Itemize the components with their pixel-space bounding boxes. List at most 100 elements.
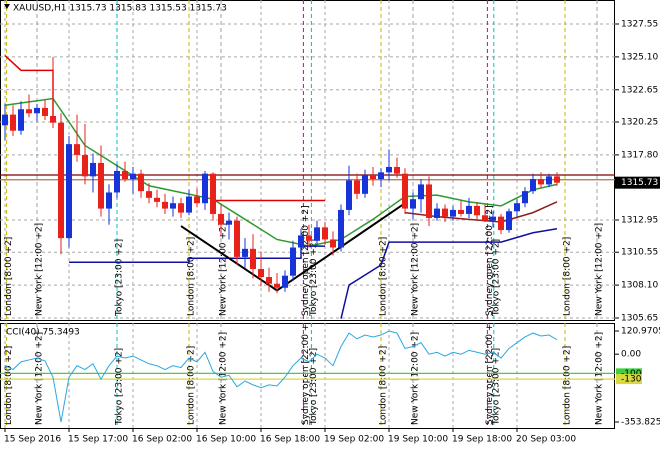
- session-label: New York [12:00 +2]: [35, 223, 45, 316]
- candle-body: [298, 235, 304, 248]
- candle-body: [450, 209, 456, 217]
- candle-body: [34, 107, 40, 114]
- candle-body: [322, 227, 328, 240]
- candle-body: [538, 179, 544, 185]
- main-layer: London [8:00 +2] New York [12:00 +2] Tokyo…: [0, 0, 615, 320]
- candle-body: [362, 175, 368, 194]
- session-label: New York [12:00 +2]: [411, 332, 421, 425]
- session-label: New York [12:00 +2]: [219, 223, 229, 316]
- candle-body: [410, 199, 416, 209]
- candle-body: [466, 205, 472, 214]
- candle-body: [338, 209, 344, 248]
- indicator-line: [4, 330, 558, 423]
- candle-body: [282, 275, 288, 288]
- candle-body: [250, 248, 256, 269]
- candle-body: [514, 203, 520, 212]
- candle-body: [146, 191, 152, 198]
- candle-body: [114, 170, 120, 193]
- candle-body: [394, 166, 400, 174]
- session-label: Tokyo [23:00 +2]: [309, 348, 319, 426]
- candle-body: [490, 216, 496, 221]
- y-tick-label: -353.8257: [621, 418, 660, 428]
- candle-body: [290, 247, 296, 276]
- last-price-label: 1315.73: [621, 178, 658, 188]
- main-pane: [0, 0, 615, 321]
- candle-body: [242, 248, 248, 257]
- candle-body: [178, 203, 184, 213]
- candle-body: [90, 162, 96, 177]
- session-label: Tokyo [23:00 +2]: [115, 239, 125, 317]
- candle-body: [98, 162, 104, 209]
- session-label: London [8:00 +2]: [4, 346, 14, 425]
- y-tick-label: 0.00: [621, 350, 641, 360]
- candle-body: [234, 220, 240, 257]
- y-tick-label: 1322.65: [621, 85, 658, 95]
- level-label: -100: [621, 369, 642, 379]
- candle-body: [202, 173, 208, 204]
- candle-body: [2, 114, 8, 126]
- candle-body: [26, 109, 32, 114]
- candle-body: [170, 203, 176, 209]
- y-tick-label: 1312.95: [621, 215, 658, 225]
- session-label: New York [12:00 +2]: [219, 332, 229, 425]
- candle-body: [426, 184, 432, 218]
- y-tick-label: 120.9705: [621, 326, 660, 336]
- session-label: Sydney open [22:00 +2]: [301, 314, 311, 425]
- candle-body: [154, 197, 160, 202]
- x-tick-label: 16 Sep 18:00: [260, 435, 320, 445]
- x-tick-label: 19 Sep 02:00: [324, 435, 384, 445]
- session-label: London [8:00 +2]: [379, 237, 389, 316]
- candle-body: [218, 213, 224, 225]
- candle-body: [74, 144, 80, 155]
- candle-body: [482, 215, 488, 221]
- x-tick-label: 15 Sep 17:00: [68, 435, 128, 445]
- candle-body: [442, 208, 448, 217]
- session-label: London [8:00 +2]: [379, 346, 389, 425]
- candle-body: [434, 208, 440, 218]
- candle-body: [314, 227, 320, 241]
- level-label-box: [616, 368, 642, 379]
- candle-body: [10, 114, 16, 131]
- candle-body: [122, 170, 128, 180]
- session-label: Tokyo [23:00 +2]: [491, 239, 501, 317]
- candle-body: [274, 283, 280, 288]
- candle-body: [346, 180, 352, 210]
- y-tick-label: 1308.10: [621, 281, 658, 291]
- level-label-box: [616, 374, 642, 385]
- chart-title: XAUUSD,H1 1315.73 1315.83 1315.53 1315.7…: [13, 4, 227, 14]
- candle-body: [82, 154, 88, 177]
- candle-body: [554, 176, 560, 183]
- candle-body: [226, 220, 232, 225]
- y-tick-label: 1310.55: [621, 248, 658, 258]
- candle-body: [138, 173, 144, 192]
- x-tick-label: 16 Sep 10:00: [196, 435, 256, 445]
- session-label: Tokyo [23:00 +2]: [491, 348, 501, 426]
- axes-layer: 15 Sep 2016 15 Sep 17:00 16 Sep 02:00 16 Se…: [4, 20, 660, 445]
- x-tick-label: 16 Sep 02:00: [132, 435, 192, 445]
- candle-body: [258, 268, 264, 278]
- y-tick-label: 1317.80: [621, 150, 658, 160]
- session-label: London [8:00 +2]: [563, 237, 573, 316]
- overlay-line: [340, 227, 558, 319]
- session-label: London [8:00 +2]: [187, 346, 197, 425]
- candle-body: [162, 201, 168, 209]
- x-tick-label: 19 Sep 10:00: [388, 435, 448, 445]
- candle-body: [378, 172, 384, 180]
- level-label: -130: [621, 375, 642, 385]
- session-label: New York [12:00 +2]: [35, 332, 45, 425]
- session-label: London [8:00 +2]: [4, 237, 14, 316]
- y-tick-label: 1327.55: [621, 20, 658, 30]
- session-label: New York [12:00 +2]: [595, 223, 605, 316]
- menu-icon[interactable]: [4, 4, 10, 9]
- candle-body: [58, 122, 64, 239]
- indicator-layer: London [8:00 +2] New York [12:00 +2] Tokyo…: [0, 314, 615, 428]
- session-label: New York [12:00 +2]: [411, 223, 421, 316]
- candle-body: [106, 192, 112, 209]
- candle-body: [354, 180, 360, 194]
- x-tick-label: 20 Sep 03:00: [516, 435, 576, 445]
- candle-body: [306, 235, 312, 241]
- candle-body: [130, 173, 136, 180]
- y-tick-label: 1320.25: [621, 117, 658, 127]
- candle-body: [370, 175, 376, 180]
- candle-body: [402, 173, 408, 209]
